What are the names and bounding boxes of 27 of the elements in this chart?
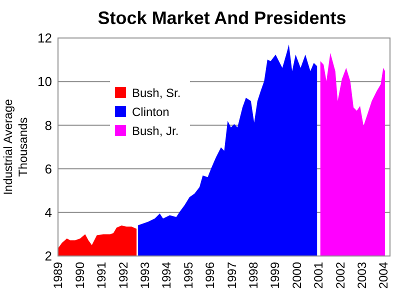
x-tick-label: 2001 (312, 262, 326, 289)
y-tick-label: 2 (44, 248, 52, 264)
x-tick-label: 1991 (94, 262, 109, 289)
x-tick-label: 1999 (268, 262, 282, 289)
y-tick-label: 12 (38, 30, 52, 46)
x-tick-label: 2004 (376, 262, 391, 289)
x-tick-label: 1994 (160, 262, 174, 289)
y-axis-title: Industrial Average Thousands (1, 98, 30, 195)
x-tick-label: 2000 (290, 262, 304, 289)
x-tick-label: 1992 (116, 262, 130, 289)
x-tick-label: 2002 (333, 262, 348, 289)
legend-label: Bush, Sr. (132, 86, 181, 100)
x-tick-label: 1989 (51, 262, 66, 289)
x-tick-label: 1995 (181, 262, 196, 289)
x-tick-label: 1993 (138, 262, 152, 289)
y-tick-label: 8 (44, 118, 52, 133)
legend-label: Clinton (132, 105, 170, 120)
y-tick-label: 4 (44, 204, 52, 220)
x-tick-label: 1997 (224, 262, 239, 289)
y-tick-label: 10 (38, 74, 52, 90)
x-tick-label: 2003 (354, 262, 369, 289)
x-tick-label: 1990 (72, 262, 87, 289)
legend-label: Bush, Jr. (132, 124, 179, 138)
x-tick-label: 1996 (203, 262, 218, 289)
y-tick-label: 6 (44, 161, 52, 176)
x-tick-label: 1998 (246, 262, 260, 289)
chart-title: Stock Market And Presidents (98, 8, 346, 28)
